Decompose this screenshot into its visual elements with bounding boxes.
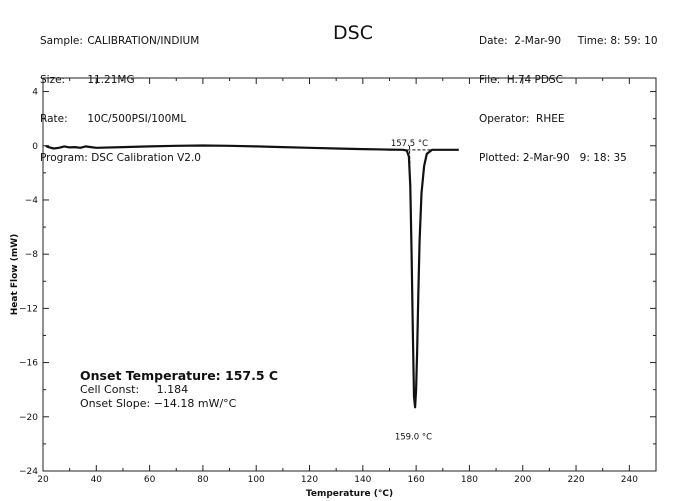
heat-flow-series [45, 144, 459, 409]
plotted-line: Plotted: 2-Mar-90 9: 18: 35 [479, 152, 627, 164]
y-tick-labels: 4 0 −4 −8 −12 −16 −20 −24 [19, 88, 38, 477]
y-axis-title: Heat Flow (mW) [10, 234, 20, 316]
plot-frame [42, 77, 657, 472]
rate-label: Rate: [40, 113, 68, 125]
y-tick-label: 0 [32, 142, 38, 152]
y-tick-label: −24 [19, 467, 38, 477]
x-tick-label: 100 [248, 475, 265, 485]
size-value: 11.21MG [87, 74, 135, 86]
operator-line: Operator: RHEE [479, 113, 565, 125]
x-tick-label: 20 [37, 475, 49, 485]
file-line: File: H.74 PDSC [479, 74, 563, 86]
size-label: Size: [40, 74, 66, 86]
y-tick-label: −20 [19, 413, 38, 423]
peak-temperature-label: 159.0 °C [395, 432, 432, 442]
x-tick-label: 180 [461, 475, 478, 485]
sample-info: Sample: CALIBRATION/INDIUM Size: 11.21MG… [40, 9, 201, 178]
x-tick-label: 80 [197, 475, 209, 485]
rate-value: 10C/500PSI/100ML [87, 113, 187, 125]
x-tick-label: 60 [144, 475, 156, 485]
results-panel: Onset Temperature: 157.5 C Cell Const: 1… [80, 368, 278, 411]
onset-slope: Onset Slope: −14.18 mW/°C [80, 397, 237, 410]
x-tick-label: 140 [354, 475, 371, 485]
sample-value: CALIBRATION/INDIUM [87, 35, 200, 47]
onset-temperature-result: Onset Temperature: 157.5 C [80, 368, 279, 383]
y-tick-label: −4 [25, 196, 39, 206]
program-label: Program: [40, 152, 88, 164]
onset-tangent-line [408, 145, 413, 255]
x-tick-label: 40 [91, 475, 103, 485]
program-value: DSC Calibration V2.0 [91, 152, 201, 164]
x-tick-label: 200 [514, 475, 531, 485]
time-line: Time: 8: 59: 10 [577, 35, 658, 47]
sample-label: Sample: [40, 35, 83, 47]
y-tick-label: −12 [19, 304, 38, 314]
x-tick-label: 120 [301, 475, 318, 485]
cell-constant: Cell Const: 1.184 [80, 383, 189, 396]
axis-ticks [42, 78, 656, 472]
run-info: Date: 2-Mar-90 Time: 8: 59: 10 File: H.7… [479, 9, 658, 178]
x-tick-label: 160 [408, 475, 425, 485]
x-tick-label: 240 [621, 475, 638, 485]
x-axis-title: Temperature (°C) [306, 489, 393, 499]
x-tick-labels: 20 40 60 80 100 120 140 160 180 200 220 240 [37, 475, 638, 485]
date-line: Date: 2-Mar-90 [479, 35, 562, 47]
onset-temperature-label: 157.5 °C [391, 139, 428, 149]
y-tick-label: −16 [19, 359, 38, 369]
y-tick-label: 4 [32, 88, 38, 98]
x-tick-label: 220 [567, 475, 584, 485]
y-tick-label: −8 [25, 250, 39, 260]
chart-title: DSC [333, 22, 373, 44]
